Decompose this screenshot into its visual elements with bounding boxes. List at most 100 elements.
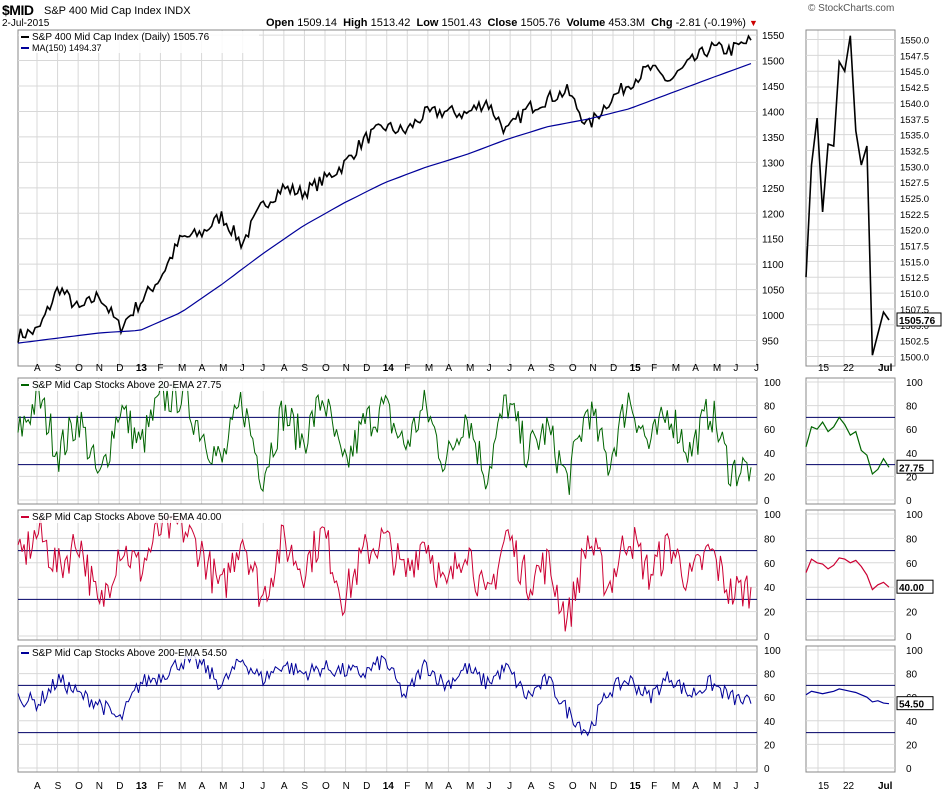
- detail-x-tick-label: 15: [818, 781, 830, 792]
- y-tick-label: 60: [764, 425, 776, 436]
- pct200-line: [17, 654, 752, 737]
- x-tick-label: M: [425, 363, 433, 374]
- y-tick-label: 20: [764, 472, 776, 483]
- pct50-last-value: 40.00: [899, 583, 924, 594]
- x-tick-label: M: [672, 363, 680, 374]
- x-tick-label: M: [425, 781, 433, 792]
- y-tick-label: 80: [764, 670, 776, 681]
- x-tick-label: J: [754, 363, 759, 374]
- y-tick-label: 1300: [762, 158, 785, 169]
- detail-y-tick-label: 80: [906, 402, 918, 413]
- x-tick-label: S: [548, 363, 555, 374]
- x-tick-label: M: [219, 781, 227, 792]
- y-tick-label: 100: [764, 646, 781, 657]
- detail-y-tick-label: 40: [906, 449, 918, 460]
- low-value: 1501.43: [441, 17, 482, 29]
- x-tick-label: S: [548, 781, 555, 792]
- last-value-box: [896, 459, 934, 474]
- y-tick-label: 60: [764, 693, 776, 704]
- detail-y-tick-label: 0: [906, 632, 912, 643]
- panel-frame: [17, 645, 758, 773]
- y-tick-label: 1550: [762, 31, 785, 42]
- detail-y-tick-label: 1532.5: [900, 146, 929, 157]
- x-tick-label: N: [343, 363, 350, 374]
- detail-panel-frame: [805, 509, 896, 641]
- legend-price-label: S&P 400 Mid Cap Index (Daily) 1505.76: [32, 32, 210, 43]
- detail-y-tick-label: 1545.0: [900, 67, 929, 78]
- close-value: 1505.76: [520, 17, 561, 29]
- y-tick-label: 100: [764, 510, 781, 521]
- x-tick-label: 13: [136, 363, 148, 374]
- y-tick-label: 0: [764, 632, 770, 643]
- last-value-box: [896, 579, 934, 594]
- y-tick-label: 20: [764, 608, 776, 619]
- detail-y-tick-label: 1522.5: [900, 210, 929, 221]
- x-tick-label: S: [301, 781, 308, 792]
- y-tick-label: 1000: [762, 311, 785, 322]
- x-tick-label: J: [240, 781, 245, 792]
- detail-x-tick-label: 22: [843, 363, 855, 374]
- detail-y-tick-label: 80: [906, 670, 918, 681]
- x-tick-label: A: [281, 363, 288, 374]
- x-tick-label: M: [178, 363, 186, 374]
- x-tick-label: A: [692, 363, 699, 374]
- pct20-line: [17, 383, 752, 495]
- detail-y-tick-label: 1500.0: [900, 352, 929, 363]
- detail-y-tick-label: 20: [906, 740, 918, 751]
- x-tick-label: M: [713, 781, 721, 792]
- detail-y-tick-label: 0: [906, 764, 912, 775]
- quote-summary: Open 1509.14 High 1513.42 Low 1501.43 Cl…: [266, 17, 758, 29]
- legend-bg: [19, 511, 281, 523]
- legend-bg: [19, 647, 281, 659]
- close-label: Close: [487, 17, 518, 29]
- y-tick-label: 1100: [762, 260, 784, 271]
- x-tick-label: A: [692, 781, 699, 792]
- x-tick-label: M: [178, 781, 186, 792]
- y-tick-label: 1400: [762, 107, 785, 118]
- y-tick-label: 80: [764, 402, 776, 413]
- detail-y-tick-label: 1540.0: [900, 99, 929, 110]
- y-tick-label: 20: [764, 740, 776, 751]
- x-tick-label: A: [445, 781, 452, 792]
- panel-frame: [17, 29, 758, 367]
- legend-bg: [19, 379, 281, 391]
- high-label: High: [343, 17, 368, 29]
- pct200-last-value: 54.50: [899, 700, 924, 711]
- y-tick-label: 40: [764, 449, 776, 460]
- chg-value: -2.81 (-0.19%): [675, 17, 746, 29]
- y-tick-label: 1200: [762, 209, 785, 220]
- x-tick-label: J: [240, 363, 245, 374]
- y-tick-label: 0: [764, 764, 770, 775]
- detail-y-tick-label: 100: [906, 646, 923, 657]
- detail-y-tick-label: 1535.0: [900, 131, 929, 142]
- x-tick-label: J: [507, 363, 512, 374]
- y-tick-label: 1250: [762, 184, 785, 195]
- y-tick-label: 100: [764, 378, 781, 389]
- x-tick-label: D: [363, 363, 370, 374]
- x-tick-label: J: [487, 363, 492, 374]
- volume-label: Volume: [566, 17, 606, 29]
- detail-y-tick-label: 1502.5: [900, 337, 929, 348]
- x-tick-label: N: [589, 781, 596, 792]
- y-tick-label: 40: [764, 717, 776, 728]
- detail-y-tick-label: 1525.0: [900, 194, 929, 205]
- x-tick-label: N: [96, 363, 103, 374]
- last-price-box: [896, 312, 942, 327]
- brand-credit[interactable]: © StockCharts.com: [808, 3, 895, 14]
- x-tick-label: D: [610, 363, 617, 374]
- y-tick-label: 80: [764, 534, 776, 545]
- x-tick-label: A: [199, 363, 206, 374]
- symbol-fullname: S&P 400 Mid Cap Index: [44, 5, 162, 17]
- x-tick-label: M: [672, 781, 680, 792]
- x-tick-label: J: [733, 363, 738, 374]
- detail-y-tick-label: 20: [906, 472, 918, 483]
- detail-y-tick-label: 1520.0: [900, 226, 929, 237]
- detail-y-tick-label: 80: [906, 534, 918, 545]
- y-tick-label: 1350: [762, 133, 785, 144]
- detail-y-tick-label: 1510.0: [900, 289, 929, 300]
- detail-panel-frame: [805, 377, 896, 505]
- pct20-detail-line: [805, 416, 890, 476]
- x-tick-label: J: [260, 781, 265, 792]
- y-tick-label: 950: [762, 337, 779, 348]
